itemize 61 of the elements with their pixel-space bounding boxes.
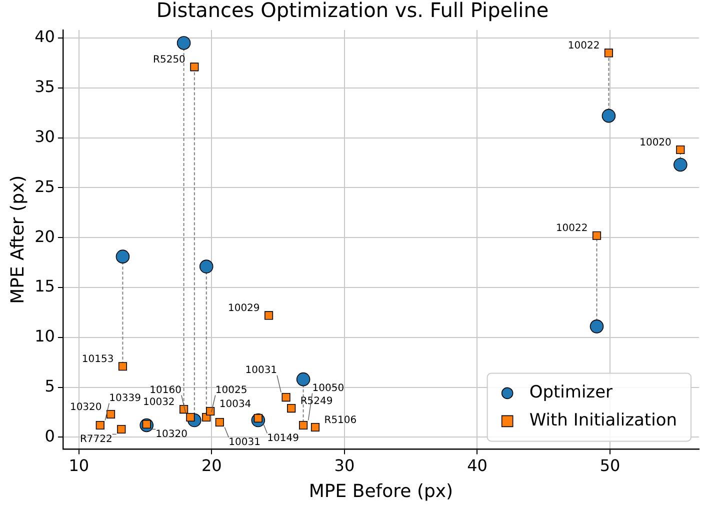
point [96,420,104,430]
x-axis-title: MPE Before (px) [308,480,454,502]
annotation: 10149 [267,432,299,444]
annotation: 10050 [312,382,344,394]
y-tick-label: 20 [34,226,55,246]
y-tick-label: 35 [34,77,55,96]
annotation: 10031 [228,436,260,448]
annotation: 10029 [228,303,260,314]
legend-label: With Initialization [529,410,677,431]
point [199,260,214,274]
point [190,62,199,72]
x-tick-label: 30 [334,456,355,475]
point [206,406,215,416]
point [215,418,224,427]
y-tick-label: 0 [44,426,55,446]
point [676,145,685,154]
point [592,231,602,240]
point [264,311,274,320]
x-tick-label: 20 [202,456,222,475]
point [604,48,613,58]
legend-label: Optimizer [529,382,613,403]
annotation: 10320 [70,402,102,413]
annotation: 10025 [215,384,248,396]
x-tick-label: 10 [68,456,90,475]
annotation: 10022 [556,223,588,234]
annotation: 10153 [82,354,114,365]
point [282,393,290,402]
point [176,36,191,50]
annotation: 10339 [109,392,141,404]
annotation: 10160 [150,384,182,396]
annotation: 10020 [640,137,672,148]
y-tick-label: 30 [34,126,55,146]
point [106,410,116,419]
annotation: 10032 [142,396,175,408]
annotation: 10320 [156,428,188,440]
point [296,372,310,386]
annotation: R5250 [153,54,186,66]
y-tick-label: 40 [34,27,55,46]
point [117,424,126,434]
x-tick-label: 40 [467,456,488,475]
point [590,320,604,334]
point [310,422,320,432]
y-tick-label: 15 [34,276,55,296]
annotation: R5106 [324,414,357,426]
y-axis-title: MPE After (px) [7,175,28,304]
point [287,404,296,413]
x-tick-label: 50 [600,456,620,475]
y-tick-label: 5 [44,376,55,396]
point [602,108,616,123]
y-tick-label: 10 [34,326,55,346]
chart-title: Distances Optimization vs. Full Pipeline [156,0,549,22]
annotation: 10034 [219,398,252,410]
point [116,250,130,264]
point [674,158,688,172]
annotation: R7722 [80,434,112,445]
annotation: 10022 [568,40,600,52]
y-tick-label: 25 [34,176,55,196]
point [118,362,127,371]
annotation: R5249 [300,396,333,407]
annotation: 10031 [245,364,278,376]
point [299,420,308,430]
